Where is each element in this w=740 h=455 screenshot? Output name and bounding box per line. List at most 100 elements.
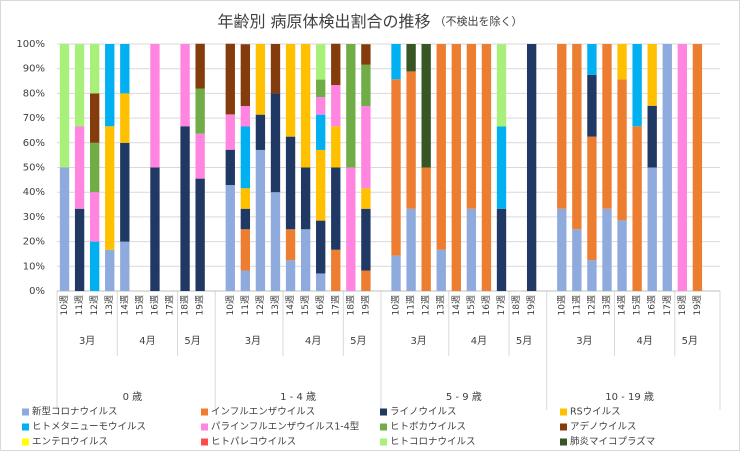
bar-segment xyxy=(240,105,251,127)
bar-segment xyxy=(120,142,130,242)
bar-segment xyxy=(647,44,657,106)
bar-segment xyxy=(225,185,235,291)
month-label: 5月 xyxy=(516,335,532,347)
y-tick-label: 80% xyxy=(23,88,45,99)
group-label: 10 - 19 歳 xyxy=(605,391,654,403)
y-tick-label: 40% xyxy=(23,187,45,198)
bar-segment xyxy=(89,142,100,193)
bar-segment xyxy=(647,105,657,168)
bar-segment xyxy=(120,44,130,94)
bar-segment xyxy=(331,249,341,291)
bar-segment xyxy=(180,44,190,127)
month-label: 5月 xyxy=(184,335,200,347)
bar-segment xyxy=(406,71,416,209)
y-tick-label: 90% xyxy=(23,64,45,75)
bar-segment xyxy=(421,44,431,168)
x-tick-label: 19週 xyxy=(195,295,206,315)
bar-segment xyxy=(557,44,567,209)
x-tick-label: 17週 xyxy=(165,295,176,315)
bar-segment xyxy=(74,126,85,209)
x-tick-label: 10週 xyxy=(391,295,402,315)
legend-label: インフルエンザウイルス xyxy=(211,407,315,418)
bar-segment xyxy=(406,208,416,291)
bar-segment xyxy=(602,44,612,209)
y-tick-label: 60% xyxy=(23,138,45,149)
x-tick-label: 18週 xyxy=(180,295,191,315)
legend-label: 肺炎マイコプラズマ xyxy=(570,436,655,448)
month-label: 4月 xyxy=(305,335,321,347)
bar-segment xyxy=(361,188,371,209)
bar-segment xyxy=(632,126,642,291)
legend-swatch xyxy=(22,423,29,431)
legend-swatch xyxy=(560,423,567,431)
bar-segment xyxy=(316,149,326,221)
month-label: 3月 xyxy=(410,335,426,347)
chart-title: 年齢別 病原体検出割合の推移 xyxy=(217,12,430,31)
bar-segment xyxy=(391,255,401,291)
x-tick-label: 16週 xyxy=(481,295,492,315)
x-tick-label: 15週 xyxy=(632,295,643,315)
bar-segment xyxy=(270,192,281,291)
y-tick-label: 30% xyxy=(23,212,45,223)
bar-segment xyxy=(466,208,477,291)
x-tick-label: 19週 xyxy=(360,295,371,315)
legend-swatch xyxy=(380,423,387,431)
month-label: 5月 xyxy=(682,335,698,347)
legend-label: ヒトパレコウイルス xyxy=(211,437,296,448)
x-tick-label: 19週 xyxy=(526,295,537,315)
bar-segment xyxy=(180,126,190,291)
bar-segment xyxy=(195,88,205,134)
legend-label: ライノウイルス xyxy=(390,407,457,418)
bar-segment xyxy=(105,126,115,250)
bar-segment xyxy=(496,44,507,127)
chart-subtitle: （不検出を除く） xyxy=(435,14,523,28)
bar-segment xyxy=(331,126,341,168)
bar-segment xyxy=(331,85,341,127)
legend-swatch xyxy=(201,438,208,446)
legend-label: ヒトボカウイルス xyxy=(390,422,466,433)
bar-segment xyxy=(526,44,537,291)
bar-segment xyxy=(300,44,311,168)
bar-segment xyxy=(587,136,597,261)
x-tick-label: 11週 xyxy=(240,295,251,315)
group-label: 1 - 4 歳 xyxy=(280,391,316,403)
bar-segment xyxy=(572,44,582,230)
legend-label: RSウイルス xyxy=(570,407,621,418)
legend-swatch xyxy=(201,408,208,416)
x-tick-label: 15週 xyxy=(134,295,145,315)
bar-segment xyxy=(331,43,341,86)
bar-segment xyxy=(587,260,597,291)
x-tick-label: 12週 xyxy=(89,295,100,315)
bar-segment xyxy=(59,167,70,291)
bar-segment xyxy=(255,149,266,291)
x-tick-label: 19週 xyxy=(692,295,703,315)
legend-swatch xyxy=(560,438,567,446)
x-tick-label: 17週 xyxy=(330,295,341,315)
x-tick-label: 16週 xyxy=(315,295,326,315)
bar-segment xyxy=(587,44,597,75)
bar-segment xyxy=(346,44,356,168)
bar-segment xyxy=(300,167,311,230)
x-tick-label: 13週 xyxy=(270,295,281,315)
legend-swatch xyxy=(22,408,29,416)
bar-segment xyxy=(391,44,401,80)
legend-label: エンテロウイルス xyxy=(32,437,108,448)
x-tick-label: 18週 xyxy=(345,295,356,315)
bar-segment xyxy=(120,241,130,291)
bar-segment xyxy=(572,229,582,291)
month-label: 4月 xyxy=(139,335,155,347)
bar-segment xyxy=(316,220,326,274)
x-tick-label: 14週 xyxy=(617,295,628,315)
bar-segment xyxy=(270,93,281,193)
bar-segment xyxy=(285,229,296,261)
month-label: 4月 xyxy=(636,335,652,347)
legend-label: アデノウイルス xyxy=(570,421,637,433)
legend-label: パラインフルエンザウイルス1-4型 xyxy=(211,422,360,433)
x-tick-label: 13週 xyxy=(601,295,612,315)
legend-label: ヒトコロナウイルス xyxy=(390,437,476,448)
bar-segment xyxy=(300,229,311,291)
bar-segment xyxy=(89,241,100,291)
bar-segment xyxy=(285,136,296,230)
month-label: 5月 xyxy=(350,335,366,347)
bar-segment xyxy=(59,44,70,168)
